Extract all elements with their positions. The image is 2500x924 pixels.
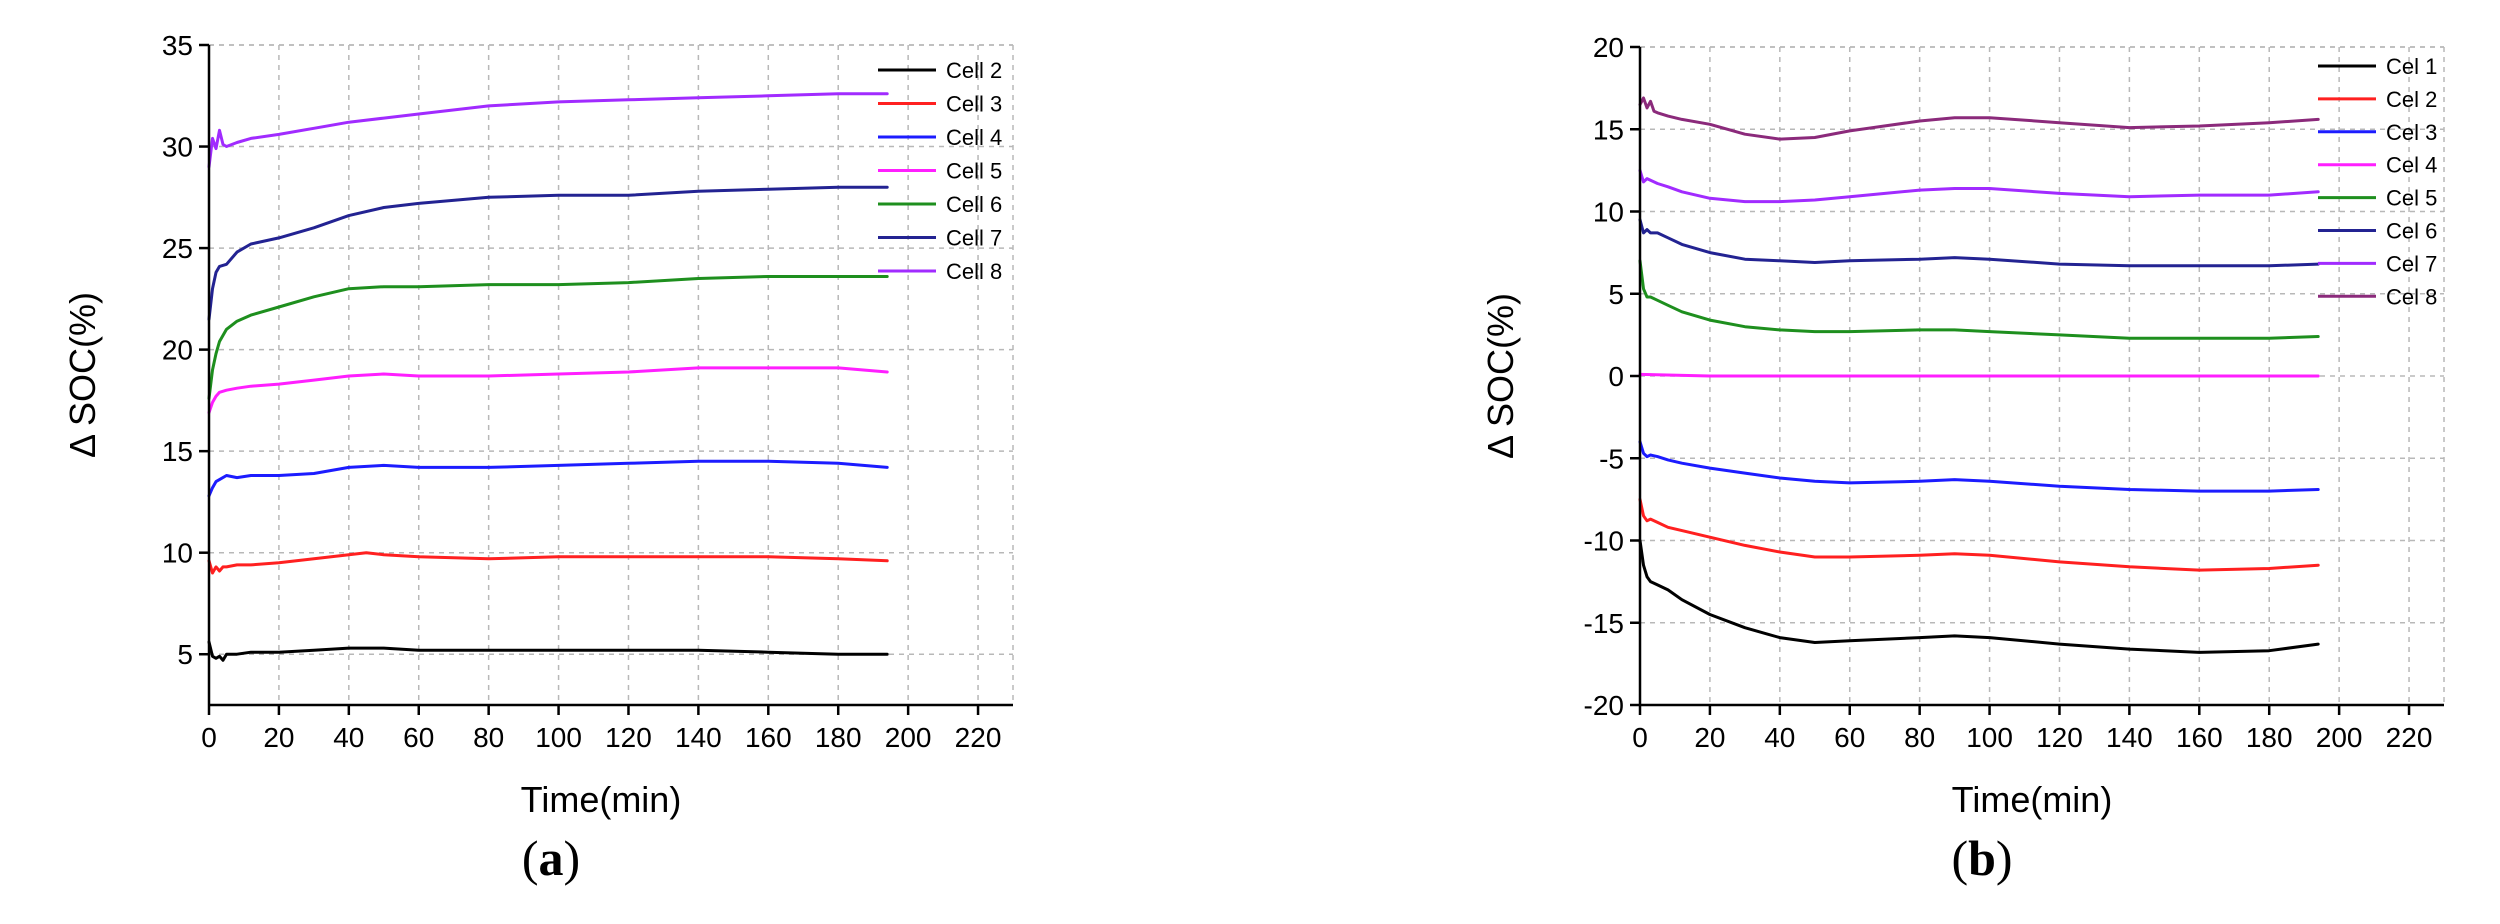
chart-a-x-tick-label-60: 60 xyxy=(403,722,434,753)
chart-b-x-tick-label-200: 200 xyxy=(2316,722,2363,753)
chart-a-series-cell-5 xyxy=(207,366,889,415)
chart-a-x-tick-label-160: 160 xyxy=(745,722,792,753)
chart-a-x-tick-label-20: 20 xyxy=(263,722,294,753)
chart-b-legend-label-cel-3: Cel 3 xyxy=(2386,120,2437,145)
chart-b-y-tick-label-0: 0 xyxy=(1608,361,1624,392)
chart-b-y-axis-label: Δ SOC(%) xyxy=(1480,293,1521,459)
chart-a-legend-label-cell-6: Cell 6 xyxy=(946,192,1002,217)
chart-a-series-cell-6 xyxy=(207,275,889,400)
chart-b-x-tick-label-220: 220 xyxy=(2386,722,2433,753)
chart-a-legend-label-cell-8: Cell 8 xyxy=(946,259,1002,284)
chart-b-panel-label: (b) xyxy=(1951,830,2012,886)
chart-a-y-tick-label-35: 35 xyxy=(162,30,193,61)
chart-b-y-tick-label-5: 5 xyxy=(1608,279,1624,310)
chart-a-x-tick-label-220: 220 xyxy=(955,722,1002,753)
chart-a-x-tick-label-200: 200 xyxy=(885,722,932,753)
chart-b: 0 20 40 60 80 100 120 140 160 180 200 220-20-15-10-… xyxy=(1480,32,2445,886)
chart-a-legend-label-cell-3: Cell 3 xyxy=(946,92,1002,117)
chart-b-x-tick-label-0: 0 xyxy=(1632,722,1648,753)
chart-a-y-tick-label-20: 20 xyxy=(162,335,193,366)
chart-a-y-tick-label-10: 10 xyxy=(162,538,193,569)
chart-b-x-tick-label-40: 40 xyxy=(1764,722,1795,753)
chart-b-legend-label-cel-6: Cel 6 xyxy=(2386,219,2437,244)
chart-a-x-tick-label-80: 80 xyxy=(473,722,504,753)
chart-a-legend: Cell 2 Cell 3 Cell 4 Cell 5 Cell 6 Cell 7 Cell… xyxy=(878,58,1002,284)
chart-a-x-tick-label-100: 100 xyxy=(535,722,582,753)
chart-b-legend-label-cel-2: Cel 2 xyxy=(2386,87,2437,112)
chart-b-y-tick-label-20: 20 xyxy=(1593,32,1624,63)
chart-a-legend-label-cell-2: Cell 2 xyxy=(946,58,1002,83)
chart-a-panel-label: (a) xyxy=(522,830,580,886)
chart-b-series-cel-4 xyxy=(1638,372,2320,378)
chart-a-x-tick-label-0: 0 xyxy=(201,722,217,753)
chart-b-x-tick-label-20: 20 xyxy=(1694,722,1725,753)
chart-b-x-tick-label-60: 60 xyxy=(1834,722,1865,753)
chart-a-series-cell-3 xyxy=(207,551,889,575)
chart-a-y-axis-label: Δ SOC(%) xyxy=(62,292,103,458)
chart-a-x-tick-label-180: 180 xyxy=(815,722,862,753)
chart-b-y-tick-label--20: -20 xyxy=(1584,690,1624,721)
chart-b-y-tick-label-10: 10 xyxy=(1593,197,1624,228)
chart-b-legend-label-cel-4: Cel 4 xyxy=(2386,153,2437,178)
chart-b-y-tick-label-15: 15 xyxy=(1593,114,1624,145)
chart-b-series-cel-6 xyxy=(1638,218,2320,268)
chart-b-x-tick-label-180: 180 xyxy=(2246,722,2293,753)
chart-a-y-tick-label-25: 25 xyxy=(162,233,193,264)
chart-a-x-tick-label-40: 40 xyxy=(333,722,364,753)
chart-b-y-tick-label--5: -5 xyxy=(1599,443,1624,474)
chart-a-y-tick-label-30: 30 xyxy=(162,132,193,163)
chart-a-x-tick-label-140: 140 xyxy=(675,722,722,753)
chart-a-y-tick-label-15: 15 xyxy=(162,436,193,467)
chart-a-series-cell-8 xyxy=(207,92,889,169)
chart-b-series-cel-5 xyxy=(1638,259,2320,340)
chart-a-x-axis-label: Time(min) xyxy=(521,779,682,820)
chart-b-series-cel-3 xyxy=(1638,440,2320,493)
chart-a-y-tick-label-5: 5 xyxy=(177,639,193,670)
chart-a-legend-label-cell-4: Cell 4 xyxy=(946,125,1002,150)
chart-b-x-tick-label-160: 160 xyxy=(2176,722,2223,753)
chart-a-series-cell-7 xyxy=(207,185,889,321)
chart-b-x-tick-label-120: 120 xyxy=(2036,722,2083,753)
chart-b-series-cel-1 xyxy=(1638,539,2320,654)
chart-a-series-cell-2 xyxy=(207,640,889,662)
chart-b-y-tick-label--10: -10 xyxy=(1584,526,1624,557)
chart-b-x-tick-label-80: 80 xyxy=(1904,722,1935,753)
chart-b-series-cel-7 xyxy=(1638,168,2320,204)
chart-b-legend-label-cel-8: Cel 8 xyxy=(2386,284,2437,309)
chart-b-legend-label-cel-1: Cel 1 xyxy=(2386,54,2437,79)
chart-a: 0 20 40 60 80 100 120 140 160 180 200 220 5 10 15 20 25 3… xyxy=(62,30,1014,886)
chart-b-series-cel-8 xyxy=(1638,96,2320,141)
chart-b-legend-label-cel-5: Cel 5 xyxy=(2386,186,2437,211)
chart-a-series-cell-4 xyxy=(207,459,889,498)
chart-a-legend-label-cell-7: Cell 7 xyxy=(946,226,1002,251)
chart-b-x-tick-label-140: 140 xyxy=(2106,722,2153,753)
chart-b-legend: Cel 1 Cel 2 Cel 3 Cel 4 Cel 5 Cel 6 Cel 7 Cel 8 xyxy=(2318,54,2437,309)
chart-b-series-cel-2 xyxy=(1638,497,2320,572)
chart-a-x-tick-label-120: 120 xyxy=(605,722,652,753)
chart-b-x-tick-label-100: 100 xyxy=(1966,722,2013,753)
chart-b-legend-label-cel-7: Cel 7 xyxy=(2386,251,2437,276)
chart-b-y-tick-label--15: -15 xyxy=(1584,608,1624,639)
chart-a-legend-label-cell-5: Cell 5 xyxy=(946,159,1002,184)
chart-b-x-axis-label: Time(min) xyxy=(1952,779,2113,820)
